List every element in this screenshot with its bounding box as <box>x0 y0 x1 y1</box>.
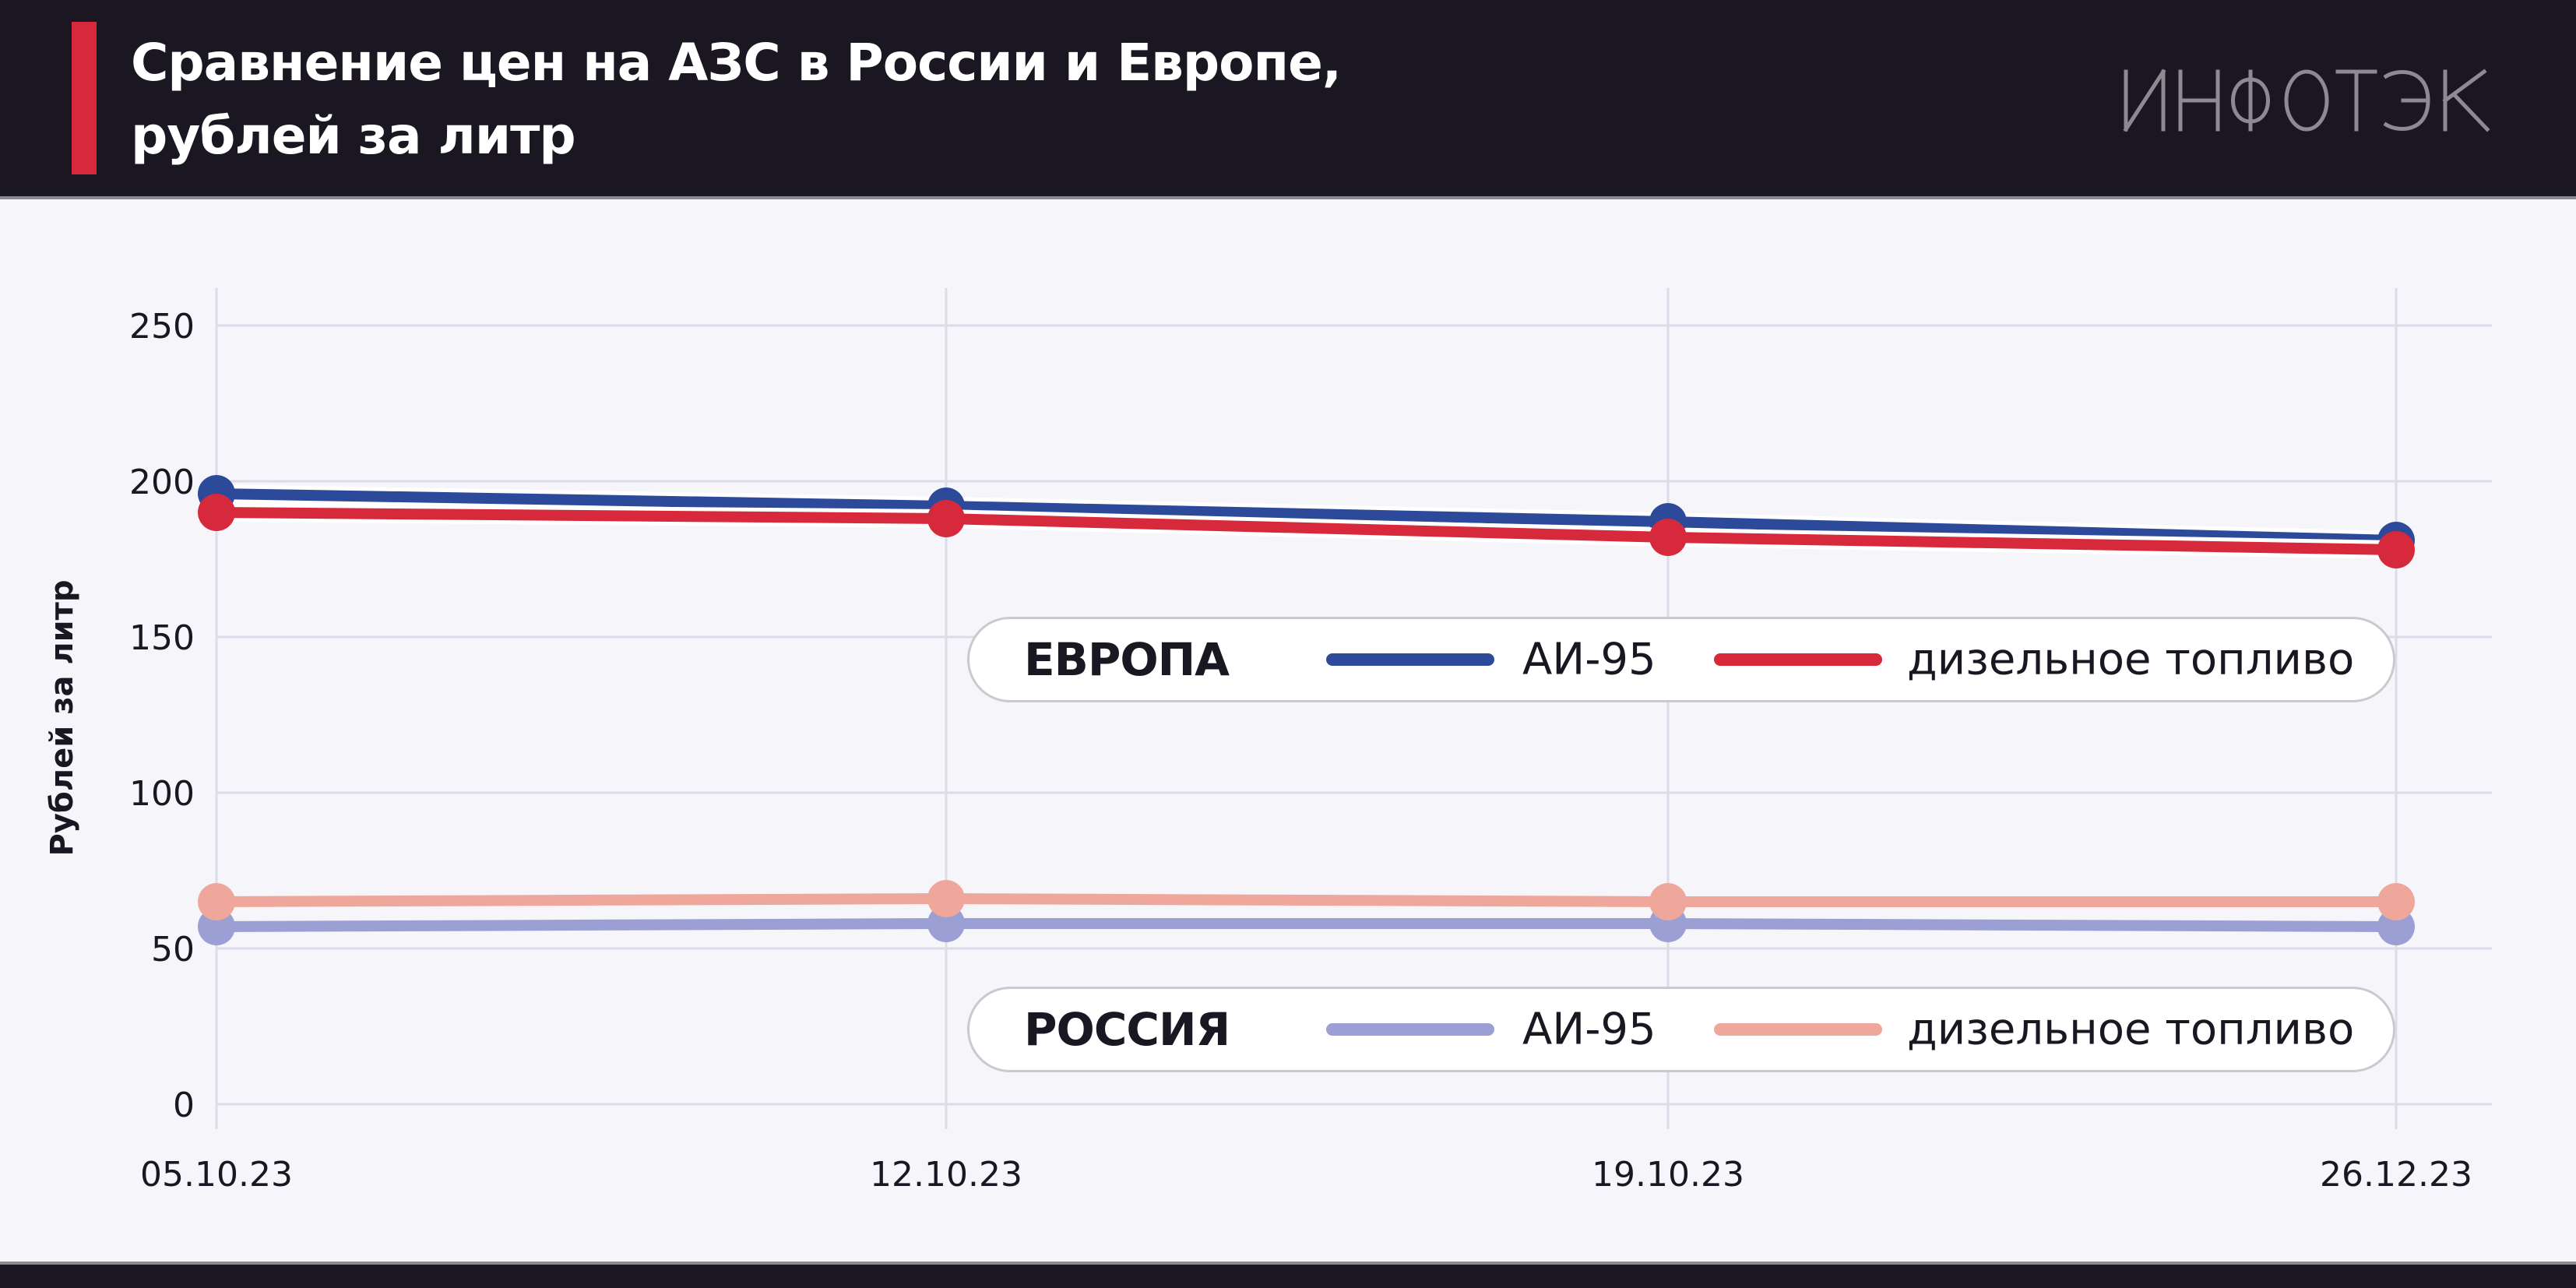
data-point <box>198 883 235 920</box>
legend-europe-diesel-swatch <box>1714 653 1882 666</box>
legend-russia-diesel-swatch <box>1714 1023 1882 1036</box>
line-chart: 0 50 100 150 200 250 05.10.23 12.10.23 19.10.23 2… <box>129 288 2492 1195</box>
data-point <box>1649 519 1687 556</box>
chart-grid <box>215 288 2492 1129</box>
legend-russia: РОССИЯ АИ-95 дизельное топливо <box>967 987 2395 1072</box>
footer-bar <box>0 1262 2576 1288</box>
legend-russia-ai95-label: АИ-95 <box>1522 1004 1656 1055</box>
legend-russia-title: РОССИЯ <box>1024 1003 1230 1056</box>
infotek-logo <box>2123 69 2490 132</box>
header: Сравнение цен на АЗС в России и Европе, … <box>0 0 2576 199</box>
title-line-2: рублей за литр <box>131 106 576 166</box>
y-tick-label: 100 <box>129 774 195 814</box>
legend-europe-ai95-swatch <box>1326 653 1494 666</box>
chart-axes: 0 50 100 150 200 250 05.10.23 12.10.23 19.10.23 2… <box>129 307 2472 1195</box>
legend-europe-diesel-label: дизельное топливо <box>1907 634 2355 685</box>
data-point <box>927 880 965 917</box>
data-point <box>198 494 235 531</box>
data-point <box>1649 883 1687 920</box>
series-line <box>211 893 2402 907</box>
legend-europe: ЕВРОПА АИ-95 дизельное топливо <box>967 617 2395 702</box>
data-point <box>2377 883 2415 920</box>
y-tick-label: 250 <box>129 307 195 347</box>
title-line-1: Сравнение цен на АЗС в России и Европе, <box>131 33 1342 93</box>
chart-series <box>198 475 2415 945</box>
page-title: Сравнение цен на АЗС в России и Европе, … <box>131 26 1844 173</box>
x-tick-label: 05.10.23 <box>140 1155 293 1195</box>
y-tick-label: 150 <box>129 618 195 658</box>
x-tick-label: 12.10.23 <box>870 1155 1022 1195</box>
series-line <box>211 488 2402 546</box>
x-tick-label: 19.10.23 <box>1592 1155 1744 1195</box>
data-point <box>927 500 965 537</box>
legend-russia-diesel-label: дизельное топливо <box>1907 1004 2355 1055</box>
legend-europe-ai95-label: АИ-95 <box>1522 634 1656 685</box>
data-point <box>2377 531 2415 568</box>
y-tick-label: 0 <box>173 1086 195 1125</box>
series-line <box>211 507 2402 555</box>
series-line <box>211 918 2402 932</box>
y-axis-label: Рублей за литр <box>44 579 80 857</box>
accent-bar <box>72 22 97 174</box>
y-tick-label: 200 <box>129 463 195 502</box>
y-tick-label: 50 <box>151 930 195 970</box>
legend-russia-ai95-swatch <box>1326 1023 1494 1036</box>
legend-europe-title: ЕВРОПА <box>1024 633 1230 686</box>
x-tick-label: 26.12.23 <box>2320 1155 2472 1195</box>
